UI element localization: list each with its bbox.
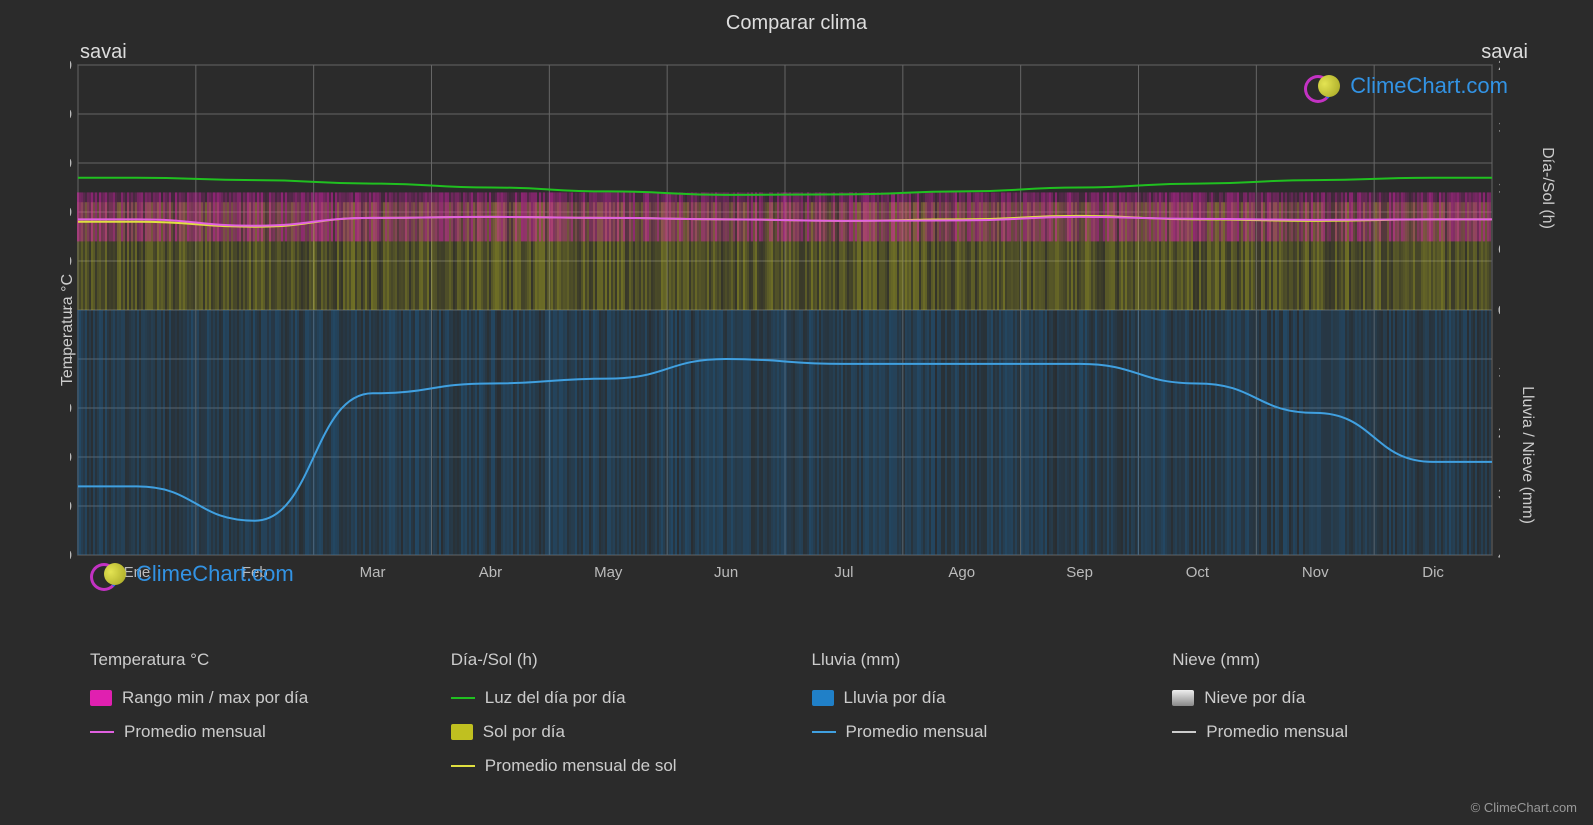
legend-temp-title: Temperatura °C <box>90 650 441 670</box>
legend-daylight: Luz del día por día <box>451 688 802 708</box>
svg-text:20: 20 <box>70 204 72 221</box>
legend-col-snow: Nieve (mm) Nieve por día Promedio mensua… <box>1172 650 1523 776</box>
legend-line <box>1172 731 1196 733</box>
legend-rain-title: Lluvia (mm) <box>812 650 1163 670</box>
svg-text:-20: -20 <box>70 400 72 417</box>
copyright-text: © ClimeChart.com <box>1471 800 1577 815</box>
legend-label: Nieve por día <box>1204 688 1305 708</box>
climechart-logo-icon <box>90 561 130 587</box>
location-label-right: savai <box>1481 41 1528 64</box>
legend-sun: Sol por día <box>451 722 802 742</box>
svg-text:50: 50 <box>70 57 72 74</box>
legend-label: Promedio mensual de sol <box>485 756 677 776</box>
svg-text:Jul: Jul <box>834 564 853 581</box>
legend: Temperatura °C Rango min / max por día P… <box>90 650 1523 776</box>
svg-text:30: 30 <box>1498 486 1500 503</box>
legend-line <box>451 765 475 767</box>
svg-text:10: 10 <box>70 253 72 270</box>
legend-line <box>812 731 836 733</box>
legend-line <box>451 697 475 699</box>
chart-title: Comparar clima <box>0 0 1593 35</box>
legend-swatch <box>451 724 473 740</box>
y-axis-right-bottom-label: Lluvia / Nieve (mm) <box>1518 386 1536 524</box>
svg-text:Abr: Abr <box>479 564 502 581</box>
legend-rain-daily: Lluvia por día <box>812 688 1163 708</box>
legend-sunavg: Promedio mensual de sol <box>451 756 802 776</box>
legend-label: Promedio mensual <box>1206 722 1348 742</box>
svg-text:6: 6 <box>1498 241 1500 258</box>
legend-col-daysun: Día-/Sol (h) Luz del día por día Sol por… <box>451 650 802 776</box>
y-axis-right-top-label: Día-/Sol (h) <box>1538 147 1556 229</box>
watermark-text: ClimeChart.com <box>1350 73 1508 99</box>
legend-label: Sol por día <box>483 722 565 742</box>
svg-text:Mar: Mar <box>360 564 386 581</box>
legend-daysun-title: Día-/Sol (h) <box>451 650 802 670</box>
legend-temp-avg: Promedio mensual <box>90 722 441 742</box>
legend-col-temp: Temperatura °C Rango min / max por día P… <box>90 650 441 776</box>
svg-text:20: 20 <box>1498 425 1500 442</box>
svg-text:18: 18 <box>1498 118 1500 135</box>
svg-text:Nov: Nov <box>1302 564 1329 581</box>
legend-label: Promedio mensual <box>124 722 266 742</box>
chart-area: savai savai Temperatura °C Día-/Sol (h) … <box>70 45 1538 615</box>
legend-col-rain: Lluvia (mm) Lluvia por día Promedio mens… <box>812 650 1163 776</box>
svg-text:10: 10 <box>1498 363 1500 380</box>
legend-snow-avg: Promedio mensual <box>1172 722 1523 742</box>
svg-text:-40: -40 <box>70 498 72 515</box>
legend-snow-daily: Nieve por día <box>1172 688 1523 708</box>
legend-line <box>90 731 114 733</box>
svg-text:30: 30 <box>70 155 72 172</box>
svg-text:40: 40 <box>70 106 72 123</box>
legend-swatch <box>1172 690 1194 706</box>
legend-label: Promedio mensual <box>846 722 988 742</box>
svg-text:Dic: Dic <box>1422 564 1444 581</box>
legend-snow-title: Nieve (mm) <box>1172 650 1523 670</box>
svg-text:-50: -50 <box>70 547 72 564</box>
climechart-logo-icon <box>1304 73 1344 99</box>
legend-label: Rango min / max por día <box>122 688 308 708</box>
svg-text:12: 12 <box>1498 180 1500 197</box>
legend-label: Luz del día por día <box>485 688 626 708</box>
climate-plot: 50403020100-10-20-30-40-5024181260010203… <box>70 45 1500 585</box>
svg-text:Sep: Sep <box>1066 564 1093 581</box>
legend-temp-range: Rango min / max por día <box>90 688 441 708</box>
watermark-bottom: ClimeChart.com <box>90 561 294 587</box>
watermark-top: ClimeChart.com <box>1304 73 1508 99</box>
svg-text:Oct: Oct <box>1186 564 1210 581</box>
legend-label: Lluvia por día <box>844 688 946 708</box>
y-axis-left-label: Temperatura °C <box>59 274 77 386</box>
location-label-left: savai <box>80 41 127 64</box>
svg-text:Ago: Ago <box>948 564 975 581</box>
legend-rain-avg: Promedio mensual <box>812 722 1163 742</box>
svg-text:May: May <box>594 564 623 581</box>
svg-text:Jun: Jun <box>714 564 738 581</box>
svg-text:-30: -30 <box>70 449 72 466</box>
legend-swatch <box>812 690 834 706</box>
svg-text:0: 0 <box>1498 302 1500 319</box>
legend-swatch <box>90 690 112 706</box>
watermark-text: ClimeChart.com <box>136 561 294 587</box>
svg-text:40: 40 <box>1498 547 1500 564</box>
